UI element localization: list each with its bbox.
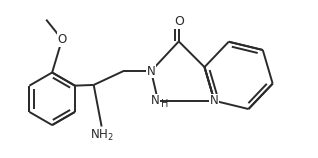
Text: N: N — [147, 65, 156, 78]
Text: O: O — [58, 33, 67, 46]
Text: H: H — [161, 99, 169, 109]
Text: N: N — [210, 94, 219, 107]
Text: N: N — [150, 94, 159, 107]
Text: O: O — [174, 15, 184, 28]
Text: NH$_2$: NH$_2$ — [90, 128, 114, 143]
